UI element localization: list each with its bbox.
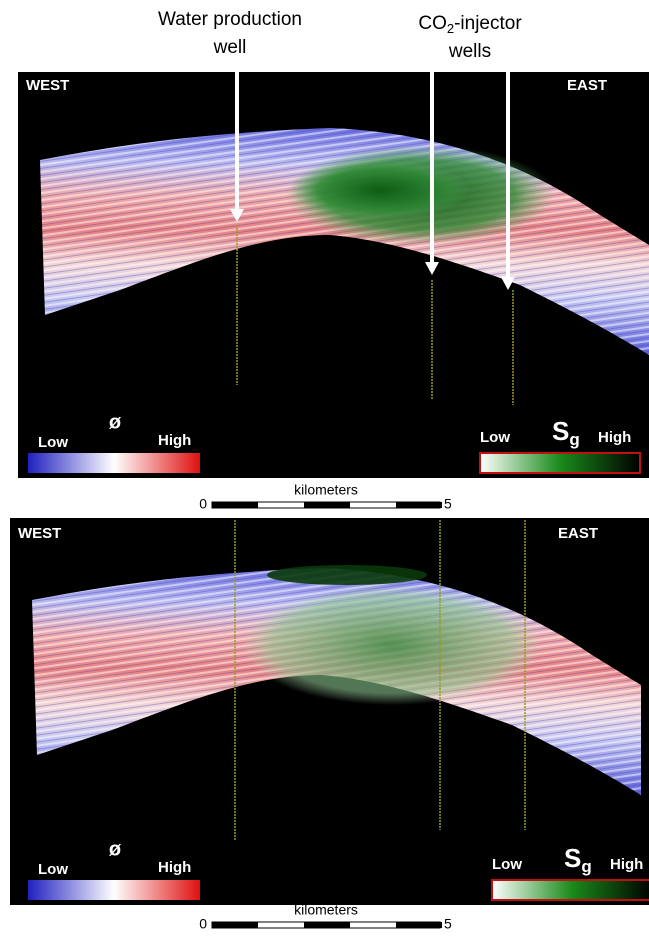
saturation-symbol-letter: S (552, 416, 569, 446)
west-label: WEST (18, 525, 61, 542)
porosity-symbol: ø (109, 838, 122, 860)
porosity-high: High (158, 859, 191, 876)
porosity-symbol: ø (109, 411, 122, 433)
east-label: EAST (558, 525, 598, 542)
co2-plume (242, 585, 542, 705)
scale-segment (396, 502, 442, 508)
scale-segment (396, 922, 442, 928)
scale-segment (304, 502, 350, 508)
saturation-colorbar (480, 453, 640, 473)
panel: WEST EAST Low High ø Low High Sg 0 5 kilometers (10, 518, 649, 932)
scale-end: 5 (444, 496, 452, 512)
figure: Water production well CO2-injector wells… (0, 0, 649, 936)
saturation-low: Low (480, 429, 510, 446)
scale-label: kilometers (294, 482, 358, 498)
scale-label: kilometers (294, 902, 358, 918)
annotation: wells (448, 41, 491, 62)
saturation-high: High (610, 856, 643, 873)
co2-cap (267, 565, 427, 585)
saturation-subscript: g (569, 430, 579, 449)
saturation-symbol-letter: S (564, 843, 581, 873)
saturation-high: High (598, 429, 631, 446)
porosity-low: Low (38, 861, 68, 878)
porosity-high: High (158, 432, 191, 449)
east-label: EAST (567, 77, 607, 94)
scale-segment (304, 922, 350, 928)
annotation-part: -injector (454, 13, 522, 34)
saturation-subscript: g (581, 857, 591, 876)
saturation-colorbar (492, 880, 649, 900)
porosity-colorbar (28, 453, 200, 473)
annotation: well (213, 37, 247, 58)
annotation: Water production (158, 9, 302, 30)
scale-end: 5 (444, 916, 452, 932)
saturation-low: Low (492, 856, 522, 873)
scale-start: 0 (199, 916, 207, 932)
scale-segment (212, 922, 258, 928)
porosity-low: Low (38, 434, 68, 451)
scale-segment (212, 502, 258, 508)
annotation-subscript: 2 (447, 21, 454, 36)
west-label: WEST (26, 77, 69, 94)
annotation: CO2-injector (418, 13, 522, 36)
annotation-part: CO (418, 13, 447, 34)
co2-plume (290, 160, 470, 220)
panel: WEST EAST Low High ø Low High Sg 0 5 kilometers (18, 72, 649, 512)
porosity-colorbar (28, 880, 200, 900)
scale-start: 0 (199, 496, 207, 512)
